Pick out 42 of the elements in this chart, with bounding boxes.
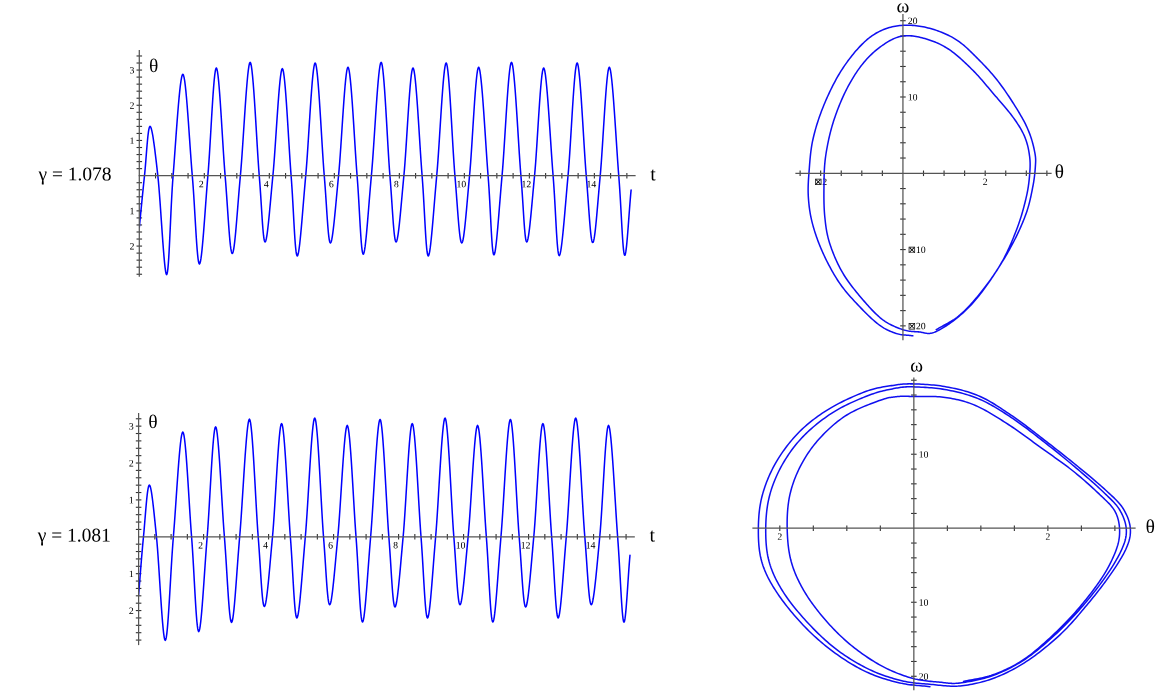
x-tick-label: 2 xyxy=(198,541,203,549)
y-tick-label: 20 xyxy=(919,673,929,680)
y-tick-label: 1 xyxy=(130,207,134,215)
y-tick-label: 3 xyxy=(129,423,134,430)
text: γ = 1.078 xyxy=(38,167,111,185)
y-tick-label: 2 xyxy=(130,102,134,109)
x-axis-title: t xyxy=(650,169,656,181)
x-axis-title: t xyxy=(649,530,655,542)
y-tick-label: 2 xyxy=(129,607,134,614)
x-tick-label: 2 xyxy=(199,180,204,188)
y-axis-title: θ xyxy=(149,58,158,73)
y-tick-label: ⊠20 xyxy=(908,322,926,330)
y-tick-label: 1 xyxy=(129,496,134,504)
y-tick-label: 1 xyxy=(129,570,134,578)
x-axis-title: θ xyxy=(1055,164,1064,179)
y-tick-label: 10 xyxy=(908,93,918,101)
x-tick-label: 6 xyxy=(328,541,333,549)
y-tick-label: 10 xyxy=(919,451,929,458)
y-tick-label: 2 xyxy=(129,459,134,467)
x-tick-label: 10 xyxy=(456,541,466,549)
x-tick-label: 14 xyxy=(586,541,596,549)
x-tick-label: 8 xyxy=(393,541,398,549)
x-tick-label: 12 xyxy=(521,541,530,549)
y-tick-label: ⊠10 xyxy=(908,246,926,254)
x-tick-label: 4 xyxy=(264,180,269,188)
text: γ = 1.081 xyxy=(37,528,110,546)
y-axis-title: ω xyxy=(910,362,923,372)
y-tick-label: 20 xyxy=(908,17,918,25)
y-tick-label: 3 xyxy=(130,67,135,74)
x-tick-label: 10 xyxy=(457,180,466,188)
y-tick-label: 1 xyxy=(130,137,134,144)
x-tick-label: 2 xyxy=(983,178,988,185)
y-axis-title: ω xyxy=(897,3,909,13)
y-tick-label: 2 xyxy=(130,243,134,250)
y-tick-label: 10 xyxy=(919,599,929,606)
y-axis-title: θ xyxy=(149,414,157,429)
x-tick-label: 14 xyxy=(587,180,597,188)
x-tick-label: 6 xyxy=(329,180,334,188)
x-axis-title: θ xyxy=(1146,519,1155,534)
x-tick-label: 12 xyxy=(522,180,531,188)
x-tick-label: 4 xyxy=(263,542,268,549)
x-tick-label: 8 xyxy=(394,180,399,188)
